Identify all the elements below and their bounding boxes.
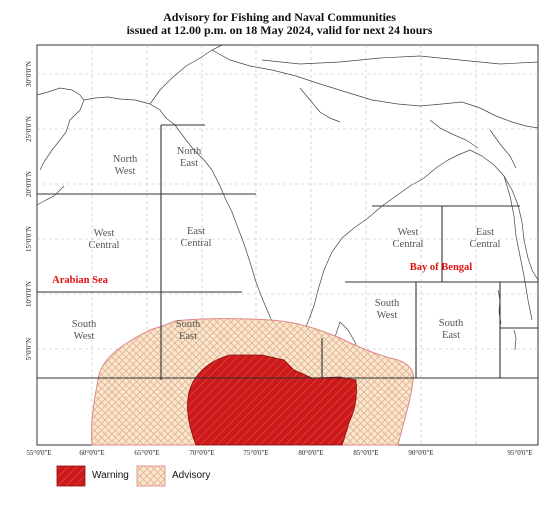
legend-advisory-label: Advisory [172, 470, 211, 481]
zone-label-east-central-bay: East Central [470, 227, 501, 250]
lon-tick-90: 90°0'0"E [408, 449, 433, 457]
lat-tick-20: 20°0'0"N [25, 171, 33, 197]
lat-tick-25: 25°0'0"N [25, 116, 33, 142]
sea-label-bengal: Bay of Bengal [410, 262, 473, 273]
zone-label-south-east-arabian: South East [176, 319, 201, 342]
legend-warning-swatch [56, 465, 86, 487]
map-subtitle: issued at 12.00 p.m. on 18 May 2024, val… [126, 23, 433, 37]
zone-boundaries [37, 124, 538, 380]
graticule [37, 45, 538, 445]
lon-tick-65: 65°0'0"E [134, 449, 159, 457]
lon-tick-60: 60°0'0"E [79, 449, 104, 457]
lat-tick-15: 15°0'0"N [25, 226, 33, 252]
map-title: Advisory for Fishing and Naval Communiti… [163, 10, 396, 24]
lat-tick-30: 30°0'0"N [25, 61, 33, 87]
zone-label-south-east-bay: South East [439, 318, 464, 341]
lat-tick-10: 10°0'0"N [25, 281, 33, 307]
legend-advisory-swatch [136, 465, 166, 487]
zone-label-north-east: North East [177, 146, 202, 169]
zone-label-north-west: North West [113, 154, 138, 177]
lon-tick-70: 70°0'0"E [189, 449, 214, 457]
lon-tick-75: 75°0'0"E [243, 449, 268, 457]
lon-tick-95: 95°0'0"E [507, 449, 532, 457]
zone-label-south-west-bay: South West [375, 298, 400, 321]
lon-tick-55: 55°0'0"E [26, 449, 51, 457]
zone-label-south-west-arabian: South West [72, 319, 97, 342]
legend-warning-label: Warning [92, 470, 129, 481]
zone-label-east-central-arabian: East Central [181, 226, 212, 249]
lon-tick-80: 80°0'0"E [298, 449, 323, 457]
zone-labels: North West North East West Central East Cent… [72, 146, 501, 342]
zone-label-west-central-bay: West Central [393, 227, 424, 250]
longitude-axis: 55°0'0"E 60°0'0"E 65°0'0"E 70°0'0"E 75°0… [26, 449, 532, 457]
lon-tick-85: 85°0'0"E [353, 449, 378, 457]
zone-label-west-central-arabian: West Central [89, 228, 120, 251]
lat-tick-5: 5°0'0"N [25, 338, 33, 360]
sea-label-arabian: Arabian Sea [52, 275, 108, 286]
latitude-axis: 30°0'0"N 25°0'0"N 20°0'0"N 15°0'0"N 10°0… [25, 61, 33, 360]
